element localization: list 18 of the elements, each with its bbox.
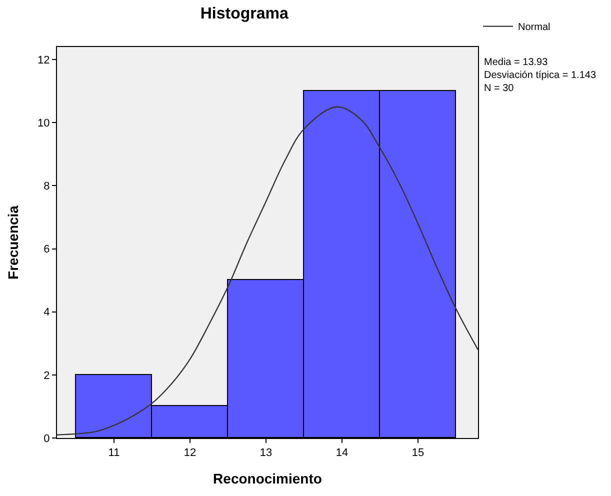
y-tick-label: 12 (38, 54, 50, 66)
y-tick-label: 2 (44, 370, 50, 382)
y-tick-label: 8 (44, 180, 50, 193)
x-tick-label: 15 (412, 447, 424, 460)
x-tick-label: 14 (336, 447, 348, 460)
y-tick-label: 10 (38, 118, 50, 130)
x-tick-label: 11 (108, 447, 120, 460)
y-tick-label: 4 (44, 306, 50, 319)
x-tick-label: 12 (184, 447, 196, 460)
x-tick-label: 13 (260, 447, 272, 460)
text: Media = 13.93 Desviación típica = 1.143 N = 30 (484, 57, 596, 94)
legend-label: Normal (518, 22, 550, 34)
y-axis-title: Frecuencia (5, 205, 22, 280)
y-tick-label: 6 (44, 244, 50, 256)
chart-title: Histograma (200, 6, 289, 23)
y-tick-label: 0 (44, 432, 50, 445)
line-series (57, 106, 478, 436)
x-axis-title: Reconocimiento (213, 470, 322, 486)
